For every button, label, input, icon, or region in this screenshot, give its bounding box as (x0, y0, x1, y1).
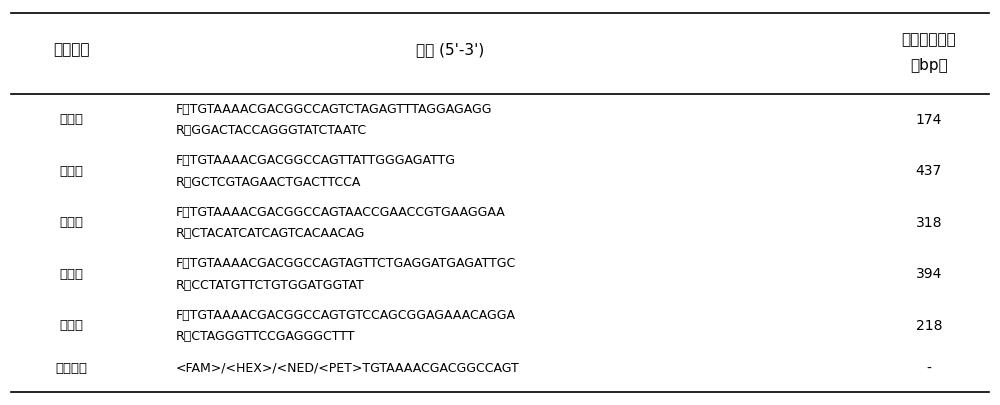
Text: 衰退病: 衰退病 (59, 216, 83, 229)
Text: R：GGACTACCAGGGTATCTAATC: R：GGACTACCAGGGTATCTAATC (176, 124, 367, 137)
Text: R：CTAGGGTTCCGAGGGCTTT: R：CTAGGGTTCCGAGGGCTTT (176, 330, 355, 343)
Text: 序列 (5'-3'): 序列 (5'-3') (416, 42, 484, 57)
Text: F：TGTAAAACGACGGCCAGTGTCCAGCGGAGAAACAGGA: F：TGTAAAACGACGGCCAGTGTCCAGCGGAGAAACAGGA (176, 309, 516, 322)
Text: F：TGTAAAACGACGGCCAGTAACCGAACCGTGAAGGAA: F：TGTAAAACGACGGCCAGTAACCGAACCGTGAAGGAA (176, 206, 506, 219)
Text: R：CCTATGTTCTGTGGATGGTAT: R：CCTATGTTCTGTGGATGGTAT (176, 279, 365, 292)
Text: R：GCTCGTAGAACTGACTTCCA: R：GCTCGTAGAACTGACTTCCA (176, 176, 361, 189)
Text: 引物名称: 引物名称 (53, 42, 89, 57)
Text: 溃疡病: 溃疡病 (59, 164, 83, 178)
Text: F：TGTAAAACGACGGCCAGTAGTTCTGAGGATGAGATTGC: F：TGTAAAACGACGGCCAGTAGTTCTGAGGATGAGATTGC (176, 257, 516, 270)
Text: F：TGTAAAACGACGGCCAGTTATTGGGAGATTG: F：TGTAAAACGACGGCCAGTTATTGGGAGATTG (176, 154, 456, 167)
Text: 174: 174 (916, 113, 942, 127)
Text: R：CTACATCATCAGTCACAACAG: R：CTACATCATCAGTCACAACAG (176, 228, 365, 241)
Text: 437: 437 (916, 164, 942, 178)
Text: 黄龙病: 黄龙病 (59, 113, 83, 126)
Text: 接头序列: 接头序列 (55, 362, 87, 375)
Text: 裂皮病: 裂皮病 (59, 319, 83, 332)
Text: <FAM>/<HEX>/<NED/<PET>TGTAAAACGACGGCCAGT: <FAM>/<HEX>/<NED/<PET>TGTAAAACGACGGCCAGT (176, 362, 520, 375)
Text: F：TGTAAAACGACGGCCAGTCTAGAGTTTAGGAGAGG: F：TGTAAAACGACGGCCAGTCTAGAGTTTAGGAGAGG (176, 103, 492, 116)
Text: 318: 318 (916, 215, 942, 230)
Text: 218: 218 (916, 319, 942, 333)
Text: -: - (926, 361, 931, 375)
Text: 扩增产物长度: 扩增产物长度 (901, 32, 956, 47)
Text: 394: 394 (916, 267, 942, 281)
Text: 碎叶病: 碎叶病 (59, 268, 83, 281)
Text: （bp）: （bp） (910, 58, 948, 73)
